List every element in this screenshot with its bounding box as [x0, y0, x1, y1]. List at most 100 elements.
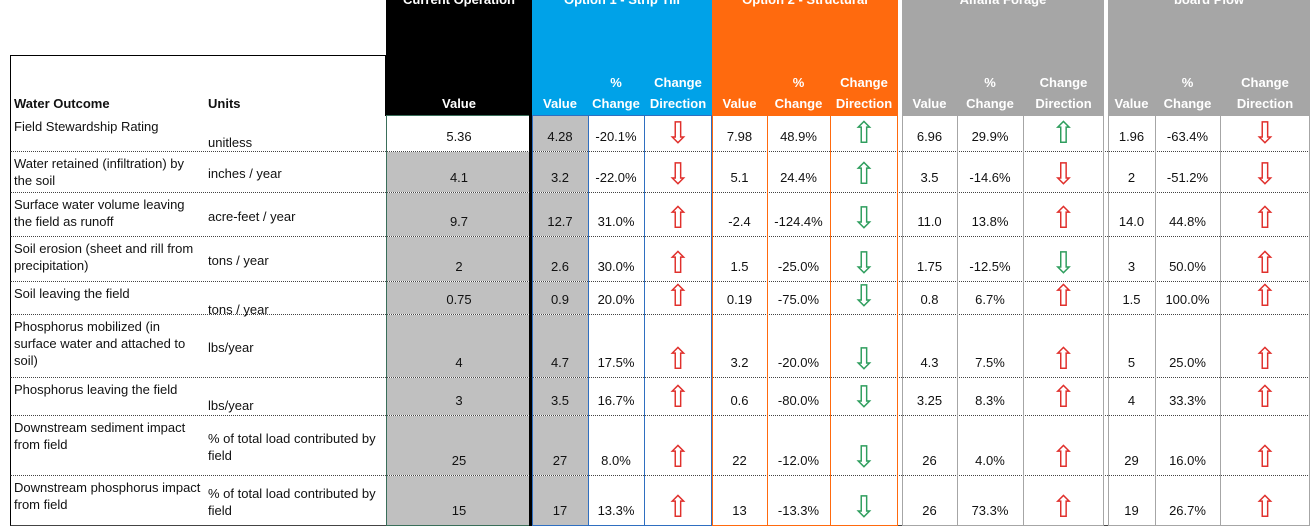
- pct-change: -12.5%: [969, 259, 1011, 274]
- pct-change: 48.9%: [780, 129, 817, 144]
- pct-change: 50.0%: [1169, 259, 1206, 274]
- option-value: 3.2: [532, 152, 588, 192]
- column-border: [957, 115, 958, 526]
- change-arrow: ⇩: [851, 381, 877, 414]
- change-arrow: ⇩: [851, 441, 877, 474]
- pct-label: %: [610, 75, 622, 90]
- option-value: -2.4: [728, 214, 751, 229]
- change-arrow: ⇧: [665, 202, 691, 235]
- dir-label: Change: [840, 75, 888, 90]
- pct-change: 44.8%: [1169, 214, 1206, 229]
- option-value: 4.7: [532, 315, 588, 377]
- pct-change: -13.3%: [777, 503, 820, 518]
- value-label: Value: [442, 96, 476, 111]
- pct-label: Change: [966, 96, 1014, 111]
- current-value: 4.1: [387, 152, 531, 192]
- header-box: [10, 55, 386, 116]
- column-border: [767, 115, 768, 526]
- pct-change: 25.0%: [1169, 355, 1206, 370]
- change-arrow: ⇩: [851, 343, 877, 376]
- change-arrow: ⇧: [1252, 381, 1278, 414]
- change-arrow: ⇩: [1252, 158, 1278, 191]
- group-header: [1108, 0, 1310, 115]
- units-cell: lbs/year: [208, 340, 254, 355]
- option-value: 1.96: [1118, 129, 1145, 144]
- change-arrow: ⇧: [1252, 491, 1278, 524]
- pct-change: 30.0%: [597, 259, 635, 274]
- change-arrow: ⇧: [1252, 247, 1278, 280]
- option-value: 7.98: [726, 129, 753, 144]
- pct-change: 29.9%: [971, 129, 1009, 144]
- pct-label: %: [984, 75, 996, 90]
- pct-change: 6.7%: [975, 292, 1005, 307]
- change-arrow: ⇧: [1252, 441, 1278, 474]
- outcome-cell: Downstream sediment impact from field: [14, 420, 186, 452]
- pct-label: Change: [592, 96, 640, 111]
- option-value: 0.19: [726, 292, 753, 307]
- dir-label: Change: [1241, 75, 1289, 90]
- option-value: 4.3: [920, 355, 939, 370]
- outcome-cell: Water retained (infiltration) by the soi…: [14, 156, 185, 188]
- dir-label: Change: [1039, 75, 1088, 90]
- option-value: 3: [1127, 259, 1136, 274]
- change-arrow: ⇩: [1252, 117, 1278, 150]
- pct-change: -75.0%: [777, 292, 820, 307]
- change-arrow: ⇧: [1050, 117, 1077, 150]
- pct-change: 7.5%: [975, 355, 1005, 370]
- column-border: [644, 115, 645, 526]
- option-value: 0.8: [920, 292, 939, 307]
- pct-change: 17.5%: [597, 355, 635, 370]
- pct-change: -124.4%: [774, 214, 823, 229]
- pct-label: Change: [774, 96, 823, 111]
- pct-change: 20.0%: [597, 292, 635, 307]
- group-header: [532, 0, 712, 115]
- current-value: 15: [387, 476, 531, 525]
- group-header: [712, 0, 898, 115]
- change-arrow: ⇩: [851, 280, 877, 313]
- option-value: 3.25: [916, 393, 943, 408]
- change-arrow: ⇩: [665, 158, 691, 191]
- group-title: Option 2 - Structural: [712, 0, 898, 9]
- change-arrow: ⇧: [851, 117, 877, 150]
- option-value: 1.75: [916, 259, 943, 274]
- pct-change: 73.3%: [971, 503, 1009, 518]
- option-value: 29: [1124, 453, 1139, 468]
- change-arrow: ⇧: [1252, 280, 1278, 313]
- current-value: 4: [387, 315, 531, 377]
- value-label: Value: [543, 96, 577, 111]
- pct-label: Change: [1163, 96, 1212, 111]
- header-outcome: Water Outcome: [14, 96, 110, 111]
- current-value: 5.36: [387, 115, 531, 151]
- change-arrow: ⇧: [665, 441, 691, 474]
- group-header: [902, 0, 1104, 115]
- pct-change: -14.6%: [969, 170, 1011, 185]
- option-value: 13: [732, 503, 747, 518]
- option-value: 5.1: [730, 170, 749, 185]
- change-arrow: ⇧: [851, 158, 877, 191]
- group-title: Option 1 - Strip Till: [532, 0, 712, 9]
- pct-change: 4.0%: [975, 453, 1005, 468]
- pct-change: -22.0%: [595, 170, 637, 185]
- pct-change: -12.0%: [777, 453, 820, 468]
- change-arrow: ⇧: [1050, 280, 1077, 313]
- option-value: 19: [1124, 503, 1139, 518]
- change-arrow: ⇧: [665, 381, 691, 414]
- change-arrow: ⇧: [1252, 202, 1278, 235]
- dir-label: Direction: [1035, 96, 1092, 111]
- pct-label: %: [1181, 75, 1194, 90]
- outcome-cell: Downstream phosphorus impact from field: [14, 480, 201, 512]
- pct-change: 31.0%: [597, 214, 635, 229]
- group-title: board Plow: [1108, 0, 1310, 9]
- group-title: Alfalfa Forage: [902, 0, 1104, 9]
- outcome-cell: Phosphorus mobilized (in surface water a…: [14, 319, 186, 368]
- value-label: Value: [912, 96, 947, 111]
- option-value: 12.7: [532, 193, 588, 236]
- change-arrow: ⇧: [665, 280, 691, 313]
- option-value: 14.0: [1118, 214, 1145, 229]
- change-arrow: ⇧: [665, 247, 691, 280]
- change-arrow: ⇩: [665, 117, 691, 150]
- option-value: 27: [532, 416, 588, 475]
- units-cell: tons / year: [208, 253, 269, 268]
- units-cell: % of total load contributed by field: [208, 431, 376, 463]
